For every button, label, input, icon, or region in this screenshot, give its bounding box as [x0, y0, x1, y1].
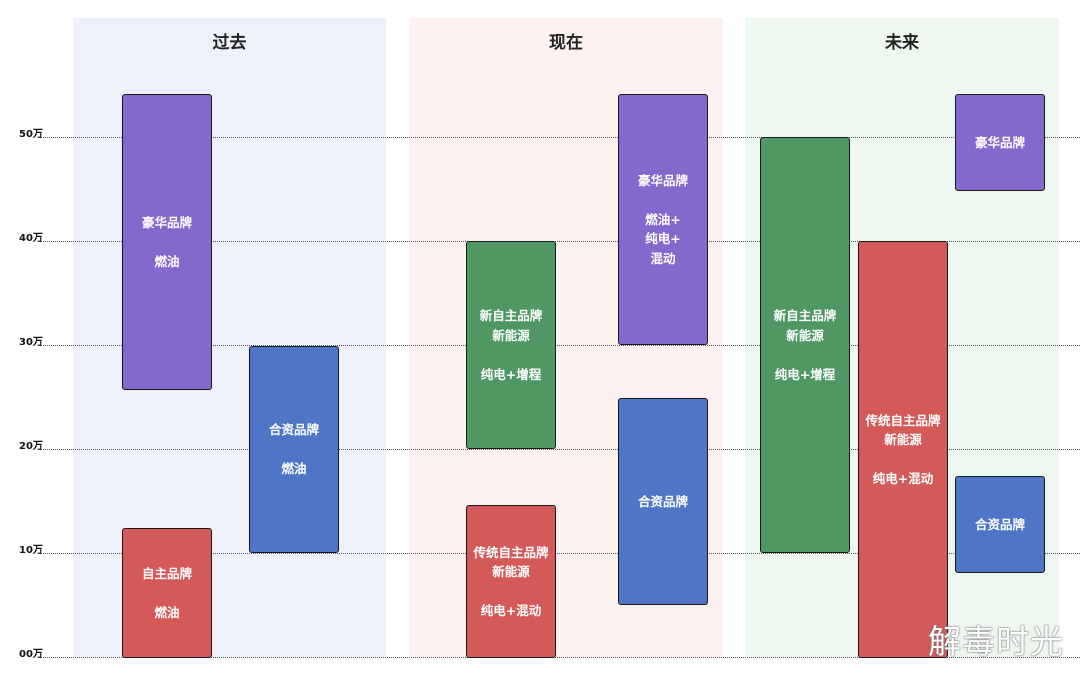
- watermark: 解毒时光: [928, 622, 1064, 661]
- box-label: 新自主品牌 新能源 纯电+增程: [773, 308, 837, 382]
- box-label: 合资品牌: [974, 516, 1025, 532]
- box-label: 豪华品牌 燃油+ 纯电+ 混动: [637, 172, 688, 266]
- box-past-domestic-fuel: 自主品牌 燃油: [122, 528, 212, 658]
- gridline-50: [40, 137, 1080, 138]
- column-title-future: 未来: [885, 33, 919, 53]
- axis-label-20: 20万: [19, 441, 43, 452]
- box-past-joint-venture-fuel: 合资品牌 燃油: [249, 346, 339, 553]
- column-title-now: 现在: [549, 33, 583, 53]
- box-now-luxury: 豪华品牌 燃油+ 纯电+ 混动: [618, 94, 708, 345]
- box-future-luxury: 豪华品牌: [955, 94, 1045, 191]
- box-now-new-domestic-ev: 新自主品牌 新能源 纯电+增程: [466, 241, 556, 449]
- column-title-past: 过去: [212, 33, 247, 53]
- gridline-10: [40, 553, 1080, 554]
- gridline-0: [40, 657, 1080, 658]
- box-past-luxury-fuel: 豪华品牌 燃油: [122, 94, 212, 390]
- gridline-40: [40, 241, 1080, 242]
- box-future-joint-venture: 合资品牌: [955, 476, 1045, 573]
- box-label: 传统自主品牌 新能源 纯电+混动: [865, 412, 941, 487]
- box-label: 自主品牌 燃油: [141, 565, 192, 620]
- box-label: 豪华品牌 燃油: [141, 214, 192, 269]
- box-label: 传统自主品牌 新能源 纯电+混动: [473, 544, 549, 619]
- box-label: 新自主品牌 新能源 纯电+增程: [479, 308, 543, 382]
- axis-label-40: 40万: [19, 233, 43, 244]
- box-now-traditional-domestic-ev: 传统自主品牌 新能源 纯电+混动: [466, 505, 556, 658]
- axis-label-0: 00万: [19, 649, 43, 660]
- axis-label-10: 10万: [19, 545, 43, 556]
- gridline-20: [40, 449, 1080, 450]
- box-label: 豪华品牌: [974, 134, 1025, 150]
- gridline-30: [40, 345, 1080, 346]
- box-future-traditional-domestic-ev: 传统自主品牌 新能源 纯电+混动: [858, 241, 948, 658]
- box-future-new-domestic-ev: 新自主品牌 新能源 纯电+增程: [760, 137, 850, 553]
- box-now-joint-venture: 合资品牌: [618, 398, 708, 605]
- axis-label-30: 30万: [19, 337, 43, 348]
- box-label: 合资品牌 燃油: [268, 422, 319, 477]
- axis-label-50: 50万: [19, 129, 43, 140]
- box-label: 合资品牌: [637, 493, 688, 509]
- column-past-background: [73, 18, 386, 658]
